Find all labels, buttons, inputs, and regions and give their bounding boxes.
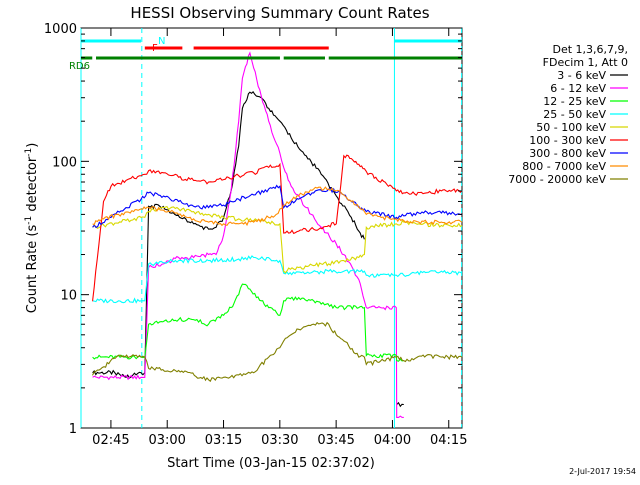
legend-label-6: 100 - 300 keV	[529, 134, 606, 147]
y-tick-label-4: 1000	[44, 22, 77, 37]
y-tick-label-2: 10	[60, 289, 77, 304]
legend-label-3: 12 - 25 keV	[543, 95, 606, 108]
plot-area: NF RD6	[69, 27, 463, 429]
legend-label-7: 300 - 800 keV	[529, 147, 606, 160]
series-line-4	[92, 255, 463, 304]
legend-header-line-1: Det 1,3,6,7,9,	[552, 43, 628, 56]
x-tick-label-2: 03:00	[148, 433, 185, 448]
x-tick-label-3: 03:15	[205, 433, 242, 448]
svg-text:Count Rate (s-1 detector-1): Count Rate (s-1 detector-1)	[24, 143, 40, 314]
legend-label-2: 6 - 12 keV	[550, 82, 606, 95]
legend-header-line-2: FDecim 1, Att 0	[543, 56, 628, 69]
y-tick-label-3: 100	[52, 155, 77, 170]
flag-bar-label-2: F	[152, 43, 158, 54]
generation-timestamp: 2-Jul-2017 19:54	[569, 467, 636, 476]
legend-label-1: 3 - 6 keV	[557, 69, 606, 82]
x-tick-label-6: 04:00	[374, 433, 411, 448]
series-line-3	[92, 283, 404, 362]
legend-label-5: 50 - 100 keV	[536, 121, 606, 134]
x-axis-label: Start Time (03-Jan-15 02:37:02)	[167, 456, 375, 471]
flag-bar-label-3: RD6	[69, 61, 90, 72]
series-line-7	[92, 184, 463, 229]
y-axis-label: Count Rate (s-1 detector-1)	[24, 143, 40, 314]
y-tick-label-1: 1	[69, 422, 77, 437]
series-line-6	[92, 154, 463, 302]
x-tick-label-4: 03:30	[261, 433, 298, 448]
x-tick-label-5: 03:45	[317, 433, 354, 448]
legend-label-4: 25 - 50 keV	[543, 108, 606, 121]
series-line-9	[92, 321, 463, 383]
chart-legend: Det 1,3,6,7,9, FDecim 1, Att 0 3 - 6 keV…	[508, 43, 628, 186]
x-tick-label-1: 02:45	[92, 433, 129, 448]
legend-label-8: 800 - 7000 keV	[522, 160, 606, 173]
legend-label-9: 7000 - 20000 keV	[508, 173, 606, 186]
x-tick-label-7: 04:15	[430, 433, 467, 448]
series-line-8	[92, 186, 463, 227]
series-line-5	[92, 205, 463, 274]
chart-title: HESSI Observing Summary Count Rates	[130, 4, 429, 22]
flag-bar-label-1: N	[158, 36, 165, 47]
